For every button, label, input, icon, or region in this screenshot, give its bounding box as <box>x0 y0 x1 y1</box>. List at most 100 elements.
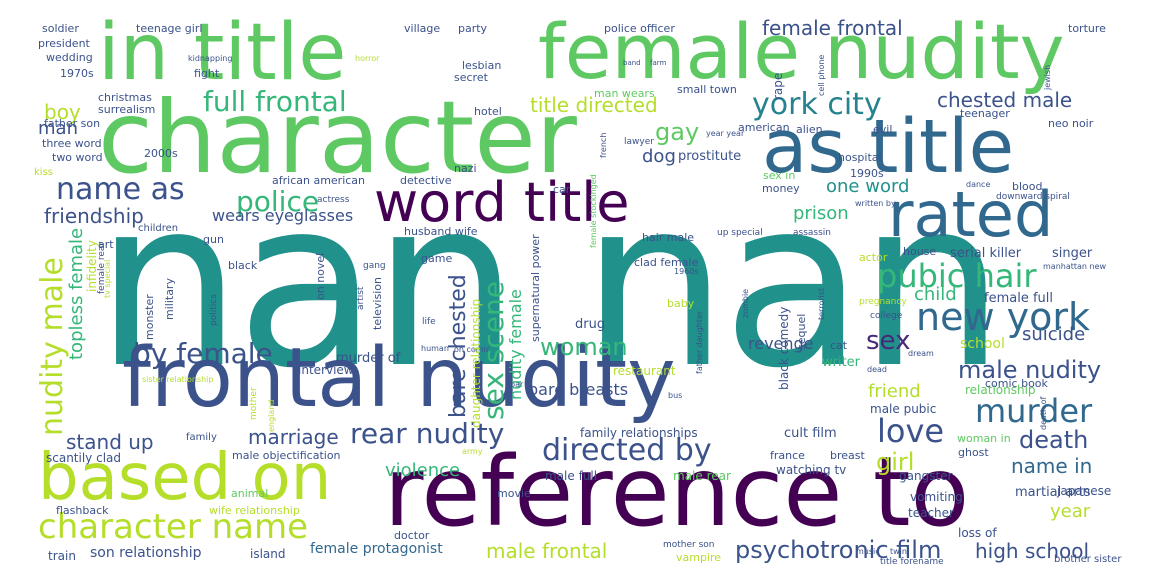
word: rear nudity <box>350 417 505 450</box>
word: reference to <box>384 436 970 548</box>
word: army <box>462 447 483 456</box>
word: dance <box>966 180 991 189</box>
word: college <box>870 311 903 321</box>
word: in title <box>98 8 347 98</box>
word: president <box>38 37 90 50</box>
word: family <box>186 432 217 443</box>
word: psychotronic film <box>735 536 942 564</box>
word: vomiting <box>910 490 963 504</box>
word: relationship <box>965 383 1036 397</box>
word: mother son <box>663 540 715 550</box>
word: comic book <box>985 377 1048 390</box>
word: teenager <box>960 107 1010 120</box>
word: female full <box>984 291 1053 306</box>
word: watching tv <box>776 463 847 477</box>
word: drug <box>575 317 606 332</box>
word: restaurant <box>613 364 676 378</box>
word: friend <box>868 381 921 402</box>
word: school <box>960 336 1005 352</box>
word: brother sister <box>1054 554 1122 565</box>
word: sex <box>866 326 911 356</box>
word: title directed <box>530 93 658 117</box>
word: evil <box>873 123 893 136</box>
word: family relationships <box>580 426 698 440</box>
word-vertical: jewish <box>1043 64 1052 90</box>
word: boy <box>44 100 81 124</box>
word: money <box>762 182 800 195</box>
word: sister relationship <box>142 375 214 384</box>
word: male frontal <box>486 539 608 563</box>
word: frontal nudity <box>122 331 676 426</box>
word: character name <box>38 507 309 547</box>
word: year <box>1050 501 1091 522</box>
word-vertical: military <box>163 278 176 320</box>
word: flashback <box>56 504 109 517</box>
word: cat <box>830 339 848 352</box>
word-vertical: terrorist <box>817 287 826 320</box>
word: farm <box>650 59 667 67</box>
word: by female <box>133 337 273 370</box>
word: teenage girl <box>136 22 203 35</box>
word: male rear <box>673 469 731 483</box>
word: actress <box>317 195 350 205</box>
word-vertical: french <box>599 132 608 158</box>
word: son relationship <box>90 545 202 561</box>
word: title forename <box>880 557 944 567</box>
word: gun <box>203 233 224 246</box>
word: woman <box>540 333 628 361</box>
word: wife relationship <box>209 504 300 517</box>
word: police <box>236 185 320 218</box>
word-vertical: mother <box>249 387 259 420</box>
word-vertical: supernatural power <box>529 234 542 342</box>
word: bar <box>510 380 524 389</box>
word: nan nan <box>95 149 1005 419</box>
word: name as <box>56 172 185 207</box>
word: breast <box>830 449 865 462</box>
word: female protagonist <box>310 541 443 557</box>
word: fight <box>194 67 220 80</box>
word: dead <box>867 365 887 374</box>
word: writer <box>822 355 861 370</box>
word: full frontal <box>203 85 347 118</box>
word: 2000s <box>144 147 178 160</box>
word: serial killer <box>950 246 1022 261</box>
word-vertical: death of <box>1039 396 1048 430</box>
word: gang <box>363 261 386 271</box>
word: nazi <box>454 162 477 175</box>
word: pregnancy <box>859 297 907 307</box>
word: christmas <box>98 91 152 104</box>
word: male full <box>545 469 598 483</box>
word: house <box>903 245 937 258</box>
word: on comic <box>454 345 491 354</box>
word: murder of <box>336 351 401 366</box>
word: france <box>770 449 805 462</box>
word: revenge <box>748 334 814 353</box>
word-vertical: zombie <box>741 288 750 318</box>
word: life <box>422 317 436 327</box>
word: twin <box>890 547 907 556</box>
word-vertical: nudity female <box>506 289 525 400</box>
word: human <box>421 344 449 353</box>
word: male nudity <box>958 356 1102 384</box>
word: friendship <box>44 204 144 228</box>
word: name in <box>1011 454 1093 478</box>
word: 1990s <box>850 167 884 180</box>
word: baby <box>667 297 695 310</box>
word: martial arts <box>1015 485 1091 500</box>
word: kiss <box>34 167 53 178</box>
word: love <box>877 412 945 450</box>
word: bare breasts <box>528 380 629 399</box>
word: death <box>1019 426 1089 454</box>
word: dream <box>908 349 934 358</box>
word: three word <box>42 137 102 150</box>
word: horror <box>355 54 380 63</box>
word-vertical: rape <box>771 72 785 100</box>
word-vertical: father daughter <box>695 310 704 374</box>
word: 1960s <box>674 267 699 276</box>
word: blood <box>1012 180 1043 193</box>
word: small town <box>677 83 737 96</box>
word: interview <box>298 363 354 377</box>
word-vertical: topless female <box>66 227 87 360</box>
word: teacher <box>908 506 954 520</box>
word: train <box>48 549 76 563</box>
